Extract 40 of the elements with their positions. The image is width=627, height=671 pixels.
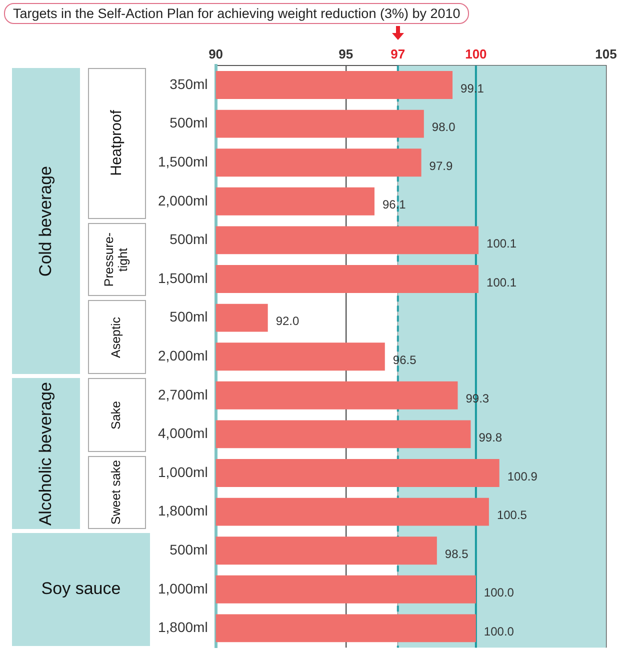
data-label: 100.5 [496, 508, 528, 522]
text: Sweet sake [109, 460, 124, 525]
text: Pressure-tight [102, 232, 131, 289]
y-tick-label: 2,000ml [158, 347, 208, 364]
data-label: 100.0 [484, 624, 514, 639]
text: Alcoholic beverage [36, 382, 56, 526]
y-tick-label: 350ml [170, 76, 208, 92]
x-tick-label: 95 [338, 46, 354, 62]
y-tick-label: 1,500ml [158, 153, 208, 170]
data-label: 100.1 [486, 236, 517, 251]
y-tick-label: 1,000ml [158, 464, 208, 480]
x-tick-label: 100 [465, 46, 487, 62]
y-tick-label: 500ml [170, 541, 208, 558]
y-tick-label: 1,500ml [158, 270, 208, 286]
x-tick-label: 97 [390, 46, 406, 62]
text: Aseptic [109, 316, 124, 358]
y-tick-label: 500ml [170, 114, 208, 131]
data-label: 99.8 [478, 430, 502, 445]
text: Sake [109, 400, 124, 430]
data-label: 100.1 [486, 275, 517, 290]
data-label: 100.0 [484, 586, 514, 600]
data-label: 100.9 [507, 469, 538, 484]
y-tick-label: 500ml [170, 308, 208, 325]
data-label: 98.0 [432, 120, 456, 134]
y-tick-label: 2,000ml [158, 192, 208, 208]
x-tick-label: 105 [595, 46, 617, 62]
text: Cold beverage [36, 166, 56, 276]
text: Soy sauce [41, 579, 121, 599]
y-tick-label: 2,700ml [158, 386, 208, 402]
y-tick-label: 1,800ml [158, 502, 208, 519]
data-label: 97.9 [429, 158, 453, 173]
chart-title: Targets in the Self-Action Plan for achieving weight reduction (3%) by 2010 [4, 3, 470, 24]
x-tick-label: 90 [208, 46, 224, 62]
y-tick-label: 1,800ml [158, 619, 208, 636]
y-tick-label: 500ml [170, 231, 208, 248]
text: Heatproof [108, 110, 126, 176]
y-tick-label: 1,000ml [158, 580, 208, 596]
data-label: 98.5 [444, 546, 469, 561]
y-tick-label: 4,000ml [158, 425, 208, 442]
data-label: 92.0 [276, 314, 300, 328]
